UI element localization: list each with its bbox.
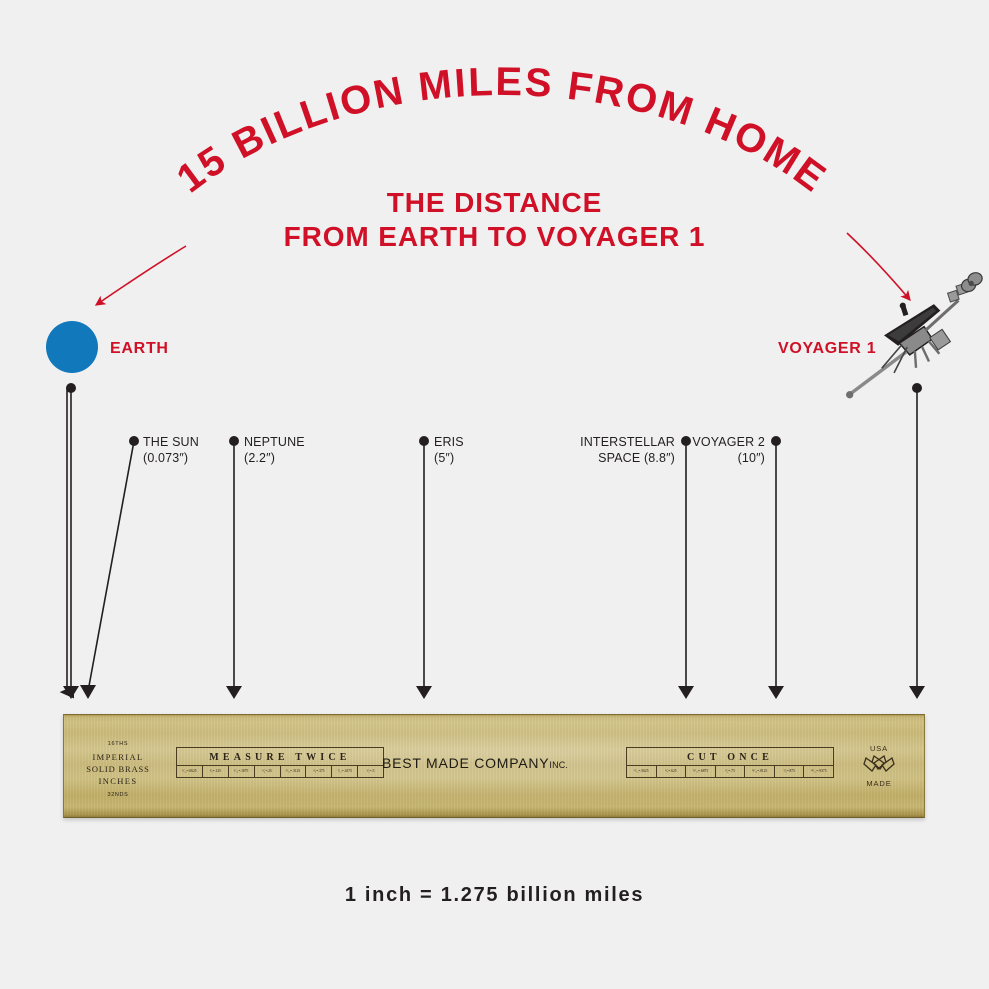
cut-once-title: CUT ONCE: [687, 752, 773, 763]
fraction-cell: ¹⁄₂=.5: [366, 769, 375, 773]
label-voyager-2: VOYAGER 2 (10″): [615, 434, 765, 466]
label-neptune: NEPTUNE (2.2″): [244, 434, 305, 466]
label-eris-title: ERIS: [434, 435, 464, 449]
fraction-cell: ¹⁄₁₆=.0625: [177, 766, 203, 777]
ruler-corner-engraving: 16THS IMPERIAL SOLID BRASS INCHES 32NDS: [74, 741, 162, 798]
company-suffix: INC.: [549, 760, 569, 770]
earth-planet-icon: [46, 321, 98, 373]
fraction-cell: ¹⁵⁄₁₆=.9375: [810, 769, 827, 773]
pointer-interstellar-space: [678, 436, 694, 699]
earth-label: EARTH: [110, 340, 169, 357]
label-interstellar-value: SPACE (8.8″): [598, 451, 675, 465]
fraction-cell: ³⁄₁₆=.1875: [229, 766, 255, 777]
subtitle-block: THE DISTANCE FROM EARTH TO VOYAGER 1: [0, 186, 989, 254]
pointer-earth: [59, 383, 79, 699]
label-interstellar-title: INTERSTELLAR: [580, 435, 675, 449]
pointer-the-sun: [80, 436, 139, 699]
measure-twice-box: MEASURE TWICE ¹⁄₁₆=.0625 ¹⁄₈=.125 ³⁄₁₆=.18…: [176, 747, 384, 778]
subtitle-line-1: THE DISTANCE: [386, 187, 603, 218]
fraction-cell: ⁵⁄₁₆=.3125: [281, 766, 307, 777]
label-interstellar-space: INTERSTELLAR SPACE (8.8″): [520, 434, 675, 466]
pointer-neptune: [226, 436, 242, 699]
fraction-cell: ¹⁄₄=.25: [255, 766, 281, 777]
scale-caption: 1 inch = 1.275 billion miles: [344, 884, 645, 906]
fraction-cell: ¹³⁄₁₆=.8125: [745, 766, 775, 777]
subtitle-line-2: FROM EARTH TO VOYAGER 1: [283, 221, 706, 252]
ruler-corner-line-2: SOLID BRASS: [86, 764, 150, 774]
label-neptune-title: NEPTUNE: [244, 435, 305, 449]
voyager-spacecraft-icon: [846, 272, 983, 399]
fraction-cell: ⁹⁄₁₆=.5625: [627, 766, 657, 777]
brass-ruler: 16THS IMPERIAL SOLID BRASS INCHES 32NDS …: [63, 714, 925, 818]
ruler-corner-line-3: INCHES: [98, 776, 138, 786]
arc-headline: 15 BILLION MILES FROM HOME: [169, 60, 835, 201]
label-eris-value: (5″): [434, 451, 455, 465]
label-the-sun: THE SUN (0.073″): [143, 434, 199, 466]
arrow-to-earth: [94, 245, 187, 306]
pointer-voyager-2: [768, 436, 784, 699]
fraction-cell: ⁷⁄₈=.875: [775, 766, 805, 777]
fraction-cell: ⁵⁄₈=.625: [657, 766, 687, 777]
usa-made-mark: USA MADE: [856, 744, 902, 788]
fraction-cell: ³⁄₄=.75: [716, 766, 746, 777]
usa-label: USA: [869, 744, 889, 753]
pointer-voyager-1: [909, 383, 925, 699]
made-label: MADE: [866, 779, 892, 788]
label-voyager-2-title: VOYAGER 2: [692, 435, 765, 449]
ruler-32nds-label: 32NDS: [107, 792, 129, 798]
label-eris: ERIS (5″): [434, 434, 464, 466]
fraction-cell: ⁷⁄₁₆=.4375: [332, 766, 359, 777]
cut-once-box: CUT ONCE ⁹⁄₁₆=.5625 ⁵⁄₈=.625 ¹¹⁄₁₆=.6875 ³⁄…: [626, 747, 834, 778]
measure-twice-title: MEASURE TWICE: [209, 752, 351, 763]
ruler-16ths-label: 16THS: [107, 741, 129, 747]
fraction-table-right: ⁹⁄₁₆=.5625 ⁵⁄₈=.625 ¹¹⁄₁₆=.6875 ³⁄₄=.75 ¹³⁄₁…: [627, 765, 833, 777]
label-the-sun-title: THE SUN: [143, 435, 199, 449]
pointer-eris: [416, 436, 432, 699]
label-neptune-value: (2.2″): [244, 451, 276, 465]
company-name-text: BEST MADE COMPANY: [382, 755, 550, 771]
ruler-corner-line-1: IMPERIAL: [92, 752, 144, 762]
company-name: BEST MADE COMPANYINC.: [382, 755, 568, 771]
fraction-table-left: ¹⁄₁₆=.0625 ¹⁄₈=.125 ³⁄₁₆=.1875 ¹⁄₄=.25 ⁵⁄₁₆=…: [177, 765, 383, 777]
fraction-cell: ¹⁄₈=.125: [203, 766, 229, 777]
fraction-cell: ¹¹⁄₁₆=.6875: [686, 766, 716, 777]
voyager-1-label: VOYAGER 1: [778, 340, 877, 357]
crossed-axes-icon: [863, 754, 895, 772]
label-the-sun-value: (0.073″): [143, 451, 189, 465]
label-voyager-2-value: (10″): [737, 451, 765, 465]
fraction-cell: ³⁄₈=.375: [306, 766, 333, 777]
